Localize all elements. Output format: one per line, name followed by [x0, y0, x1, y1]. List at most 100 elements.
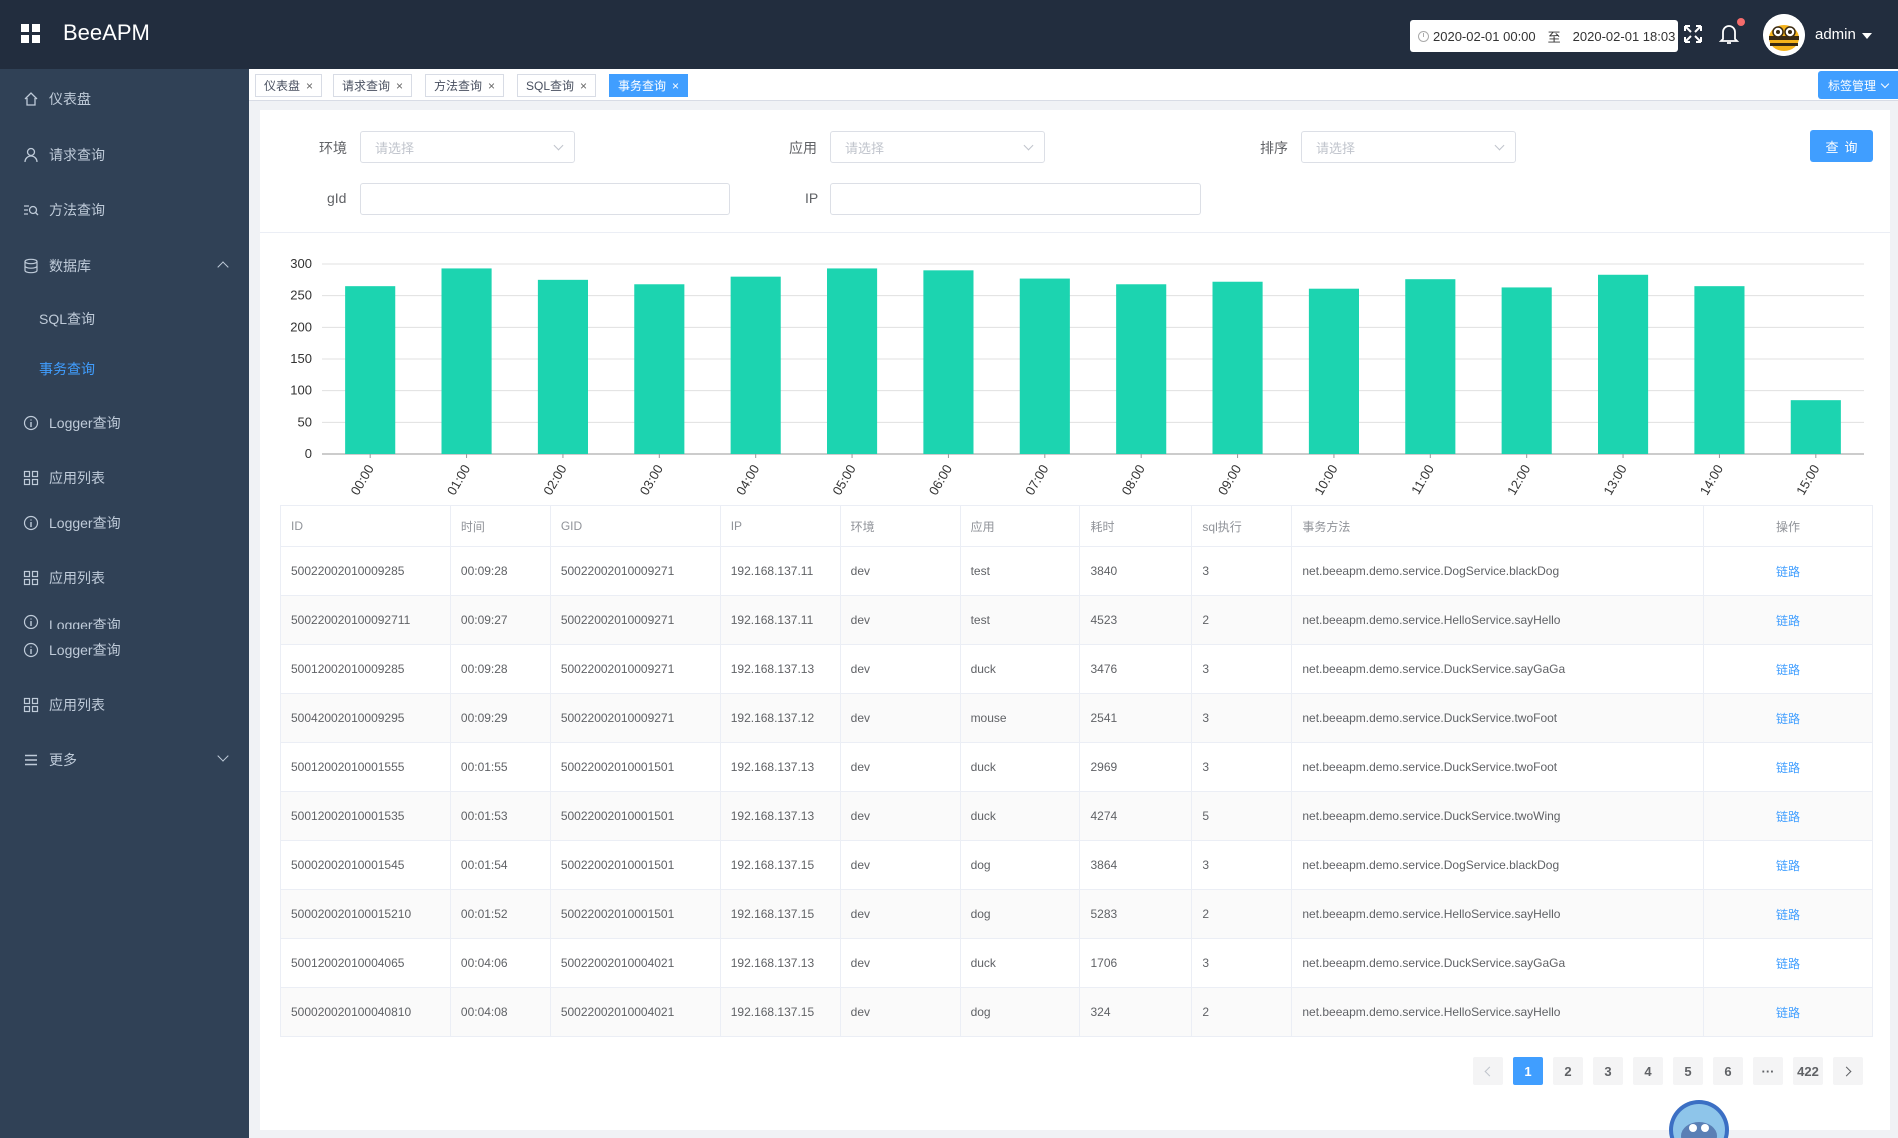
- table-row: 50012002010001555 00:01:55 500220020100015…: [281, 743, 1873, 792]
- tag-dashboard[interactable]: 仪表盘 ×: [255, 74, 323, 97]
- close-icon[interactable]: ×: [306, 78, 314, 93]
- fullscreen-icon[interactable]: [1683, 24, 1703, 44]
- trace-link[interactable]: 链路: [1776, 662, 1801, 677]
- app-select[interactable]: 请选择: [830, 131, 1045, 163]
- trace-link[interactable]: 链路: [1776, 613, 1801, 628]
- apps-grid-icon[interactable]: [21, 24, 40, 43]
- trace-link[interactable]: 链路: [1776, 1005, 1801, 1020]
- bar[interactable]: [634, 284, 685, 454]
- cell-op: 链路: [1704, 890, 1873, 938]
- ip-input[interactable]: [830, 183, 1201, 215]
- trace-link[interactable]: 链路: [1776, 711, 1801, 726]
- sidebar-item-logger-query-2[interactable]: Logger查询: [0, 503, 249, 543]
- next-page-button[interactable]: [1833, 1057, 1863, 1085]
- cell-time: 00:04:06: [451, 939, 551, 987]
- page-2[interactable]: 2: [1553, 1057, 1583, 1085]
- mascot-image: [1666, 1100, 1732, 1138]
- info-icon: [23, 642, 39, 658]
- cell-app: mouse: [961, 694, 1081, 742]
- page-422[interactable]: 422: [1793, 1057, 1823, 1085]
- date-range-picker[interactable]: 2020-02-01 00:00 至 2020-02-01 18:03: [1410, 20, 1678, 52]
- trace-link[interactable]: 链路: [1776, 907, 1801, 922]
- bar[interactable]: [537, 279, 588, 454]
- page-5[interactable]: 5: [1673, 1057, 1703, 1085]
- transaction-table: ID 时间 GID IP 环境 应用 耗时 sql执行 事务方法 操作 50022002010009…: [280, 505, 1873, 1037]
- bar[interactable]: [345, 286, 396, 454]
- bar[interactable]: [923, 270, 974, 454]
- sidebar-item-dashboard[interactable]: 仪表盘: [0, 79, 249, 119]
- sidebar-item-transaction-query[interactable]: 事务查询: [0, 349, 249, 389]
- page-6[interactable]: 6: [1713, 1057, 1743, 1085]
- bar[interactable]: [1598, 274, 1649, 454]
- sidebar-item-logger-query[interactable]: Logger查询: [0, 403, 249, 443]
- bar[interactable]: [730, 276, 781, 454]
- trace-link[interactable]: 链路: [1776, 760, 1801, 775]
- prev-page-button[interactable]: [1473, 1057, 1503, 1085]
- tag-label: 方法查询: [434, 79, 483, 93]
- sidebar-item-database[interactable]: 数据库: [0, 246, 249, 286]
- sidebar-item-request-query[interactable]: 请求查询: [0, 135, 249, 175]
- sidebar-item-sql-query[interactable]: SQL查询: [0, 299, 249, 339]
- bell-icon[interactable]: [1717, 22, 1741, 46]
- bar[interactable]: [1790, 400, 1841, 454]
- sidebar-item-logger-query-3[interactable]: Logger查询: [0, 612, 249, 629]
- bar[interactable]: [827, 268, 878, 454]
- tag-request-query[interactable]: 请求查询 ×: [333, 74, 413, 97]
- chevron-up-icon: [217, 261, 229, 273]
- close-icon[interactable]: ×: [488, 78, 496, 93]
- sidebar-item-more[interactable]: 更多: [0, 740, 249, 780]
- tag-sql-query[interactable]: SQL查询 ×: [517, 74, 597, 97]
- bar[interactable]: [1116, 284, 1167, 454]
- page-ellipsis[interactable]: ···: [1753, 1057, 1783, 1085]
- cell-gid: 50022002010001501: [551, 743, 721, 791]
- sidebar-item-method-query[interactable]: 方法查询: [0, 190, 249, 230]
- page-4[interactable]: 4: [1633, 1057, 1663, 1085]
- close-icon[interactable]: ×: [396, 78, 404, 93]
- sidebar-item-app-list[interactable]: 应用列表: [0, 458, 249, 498]
- cell-id: 500220020100092711: [281, 596, 451, 644]
- sidebar-item-app-list-2[interactable]: 应用列表: [0, 558, 249, 598]
- gid-input[interactable]: [360, 183, 730, 215]
- notification-dot: [1737, 18, 1745, 26]
- cell-time: 00:01:54: [451, 841, 551, 889]
- bar[interactable]: [1501, 287, 1552, 454]
- sidebar-item-app-list-3[interactable]: 应用列表: [0, 685, 249, 725]
- bar[interactable]: [1694, 286, 1745, 454]
- trace-link[interactable]: 链路: [1776, 809, 1801, 824]
- sort-select[interactable]: 请选择: [1301, 131, 1516, 163]
- user-name[interactable]: admin: [1815, 26, 1856, 43]
- cell-gid: 50022002010004021: [551, 988, 721, 1036]
- bar[interactable]: [441, 268, 492, 454]
- avatar[interactable]: [1763, 14, 1805, 56]
- trace-link[interactable]: 链路: [1776, 858, 1801, 873]
- cell-op: 链路: [1704, 841, 1873, 889]
- cell-app: duck: [961, 645, 1081, 693]
- trace-link[interactable]: 链路: [1776, 956, 1801, 971]
- caret-down-icon[interactable]: [1862, 33, 1872, 39]
- cell-method: net.beeapm.demo.service.HelloService.say…: [1292, 596, 1705, 644]
- select-placeholder: 请选择: [845, 140, 885, 156]
- bar[interactable]: [1405, 279, 1456, 454]
- transaction-bar-chart: 0 50 100 150 200 250 300 00:00 01:00 02:00 03:00 04…: [290, 256, 1864, 498]
- tag-manage-button[interactable]: 标签管理: [1818, 71, 1898, 99]
- trace-link[interactable]: 链路: [1776, 564, 1801, 579]
- page-1[interactable]: 1: [1513, 1057, 1543, 1085]
- page-3[interactable]: 3: [1593, 1057, 1623, 1085]
- grid-icon: [23, 470, 39, 486]
- tag-method-query[interactable]: 方法查询 ×: [425, 74, 505, 97]
- bar[interactable]: [1019, 278, 1070, 454]
- env-select[interactable]: 请选择: [360, 131, 575, 163]
- table-row: 50012002010009285 00:09:28 500220020100092…: [281, 645, 1873, 694]
- close-icon[interactable]: ×: [672, 78, 680, 93]
- app-label: 应用: [789, 140, 817, 156]
- tag-transaction-query[interactable]: 事务查询 ×: [609, 74, 689, 97]
- home-icon: [24, 92, 38, 106]
- query-button[interactable]: 查询: [1810, 130, 1873, 162]
- sidebar-item-logger-query-4[interactable]: Logger查询: [0, 630, 249, 670]
- chevron-left-icon: [1484, 1066, 1495, 1076]
- bar[interactable]: [1308, 288, 1359, 454]
- close-icon[interactable]: ×: [580, 78, 588, 93]
- cell-sql-count: 3: [1192, 743, 1293, 791]
- cell-ip: 192.168.137.15: [721, 988, 841, 1036]
- bar[interactable]: [1212, 281, 1263, 454]
